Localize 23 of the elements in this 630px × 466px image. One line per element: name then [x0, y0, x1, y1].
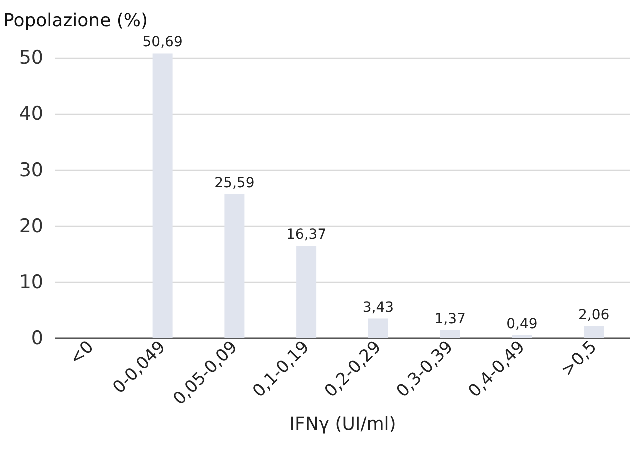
- data-label: 0,49: [506, 316, 538, 332]
- y-tick-label: 30: [19, 159, 44, 182]
- bar: [512, 335, 532, 338]
- bar: [152, 54, 173, 338]
- data-label: 2,06: [578, 307, 610, 324]
- bar: [440, 330, 460, 338]
- data-label: 25,59: [214, 175, 255, 192]
- y-tick-label: 50: [19, 47, 44, 70]
- bar: [296, 246, 317, 338]
- data-label: 1,37: [434, 311, 466, 328]
- x-axis-title: IFNγ (UI/ml): [290, 414, 396, 436]
- bar: [368, 318, 388, 338]
- y-tick-label: 10: [19, 271, 44, 294]
- y-axis-title: Popolazione (%): [4, 10, 148, 32]
- data-label: 50,69: [142, 34, 183, 51]
- y-tick-label: 20: [19, 215, 44, 238]
- data-label: 16,37: [286, 227, 327, 244]
- x-tick-label: <0: [66, 337, 98, 370]
- data-label: 3,43: [362, 300, 394, 316]
- y-tick-label: 40: [19, 103, 44, 126]
- bar: [584, 326, 604, 338]
- y-tick-label: 0: [31, 328, 44, 350]
- bar: [224, 194, 245, 338]
